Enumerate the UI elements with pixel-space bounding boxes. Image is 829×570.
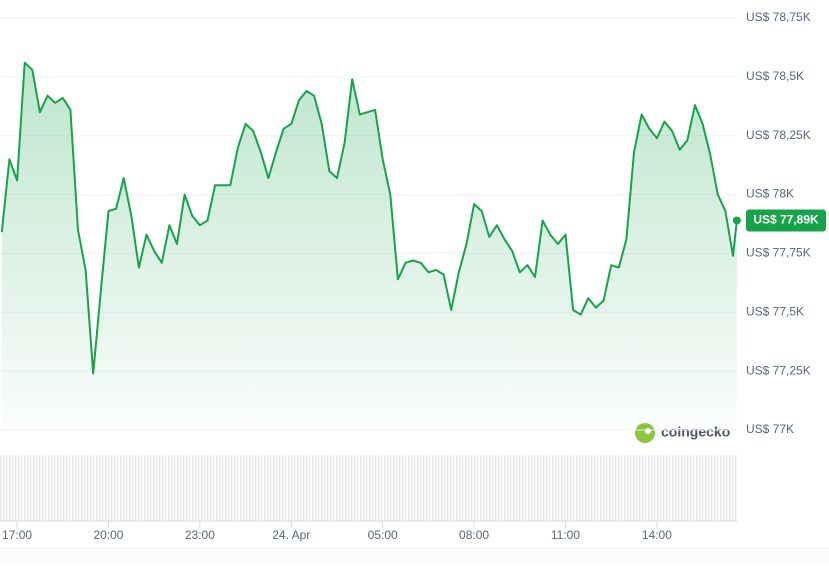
y-tick-label: US$ 78,25K bbox=[746, 128, 811, 142]
y-tick-label: US$ 78,5K bbox=[746, 69, 804, 83]
volume-strip bbox=[0, 455, 737, 521]
y-tick-label: US$ 78,75K bbox=[746, 10, 811, 24]
x-tick-label: 23:00 bbox=[185, 528, 215, 542]
y-tick-label: US$ 77,75K bbox=[746, 246, 811, 260]
y-tick-label: US$ 77K bbox=[746, 422, 794, 436]
price-badge-label: US$ 77,89K bbox=[753, 213, 819, 227]
y-tick-label: US$ 78K bbox=[746, 187, 794, 201]
x-tick-label: 20:00 bbox=[93, 528, 123, 542]
y-tick-label: US$ 77,25K bbox=[746, 363, 811, 377]
price-badge bbox=[746, 209, 826, 232]
area bbox=[1, 62, 737, 430]
last-point bbox=[732, 216, 741, 225]
x-tick-label: 24. Apr bbox=[272, 528, 310, 542]
x-tick-label: 08:00 bbox=[459, 528, 489, 542]
y-tick-label: US$ 77,5K bbox=[746, 304, 804, 318]
x-tick-label: 11:00 bbox=[551, 528, 580, 542]
x-tick-label: 05:00 bbox=[368, 528, 398, 542]
price-line bbox=[0, 61, 738, 375]
x-tick-label: 17:00 bbox=[2, 528, 32, 542]
navigator bbox=[0, 548, 829, 565]
x-tick-label: 14:00 bbox=[642, 528, 672, 542]
